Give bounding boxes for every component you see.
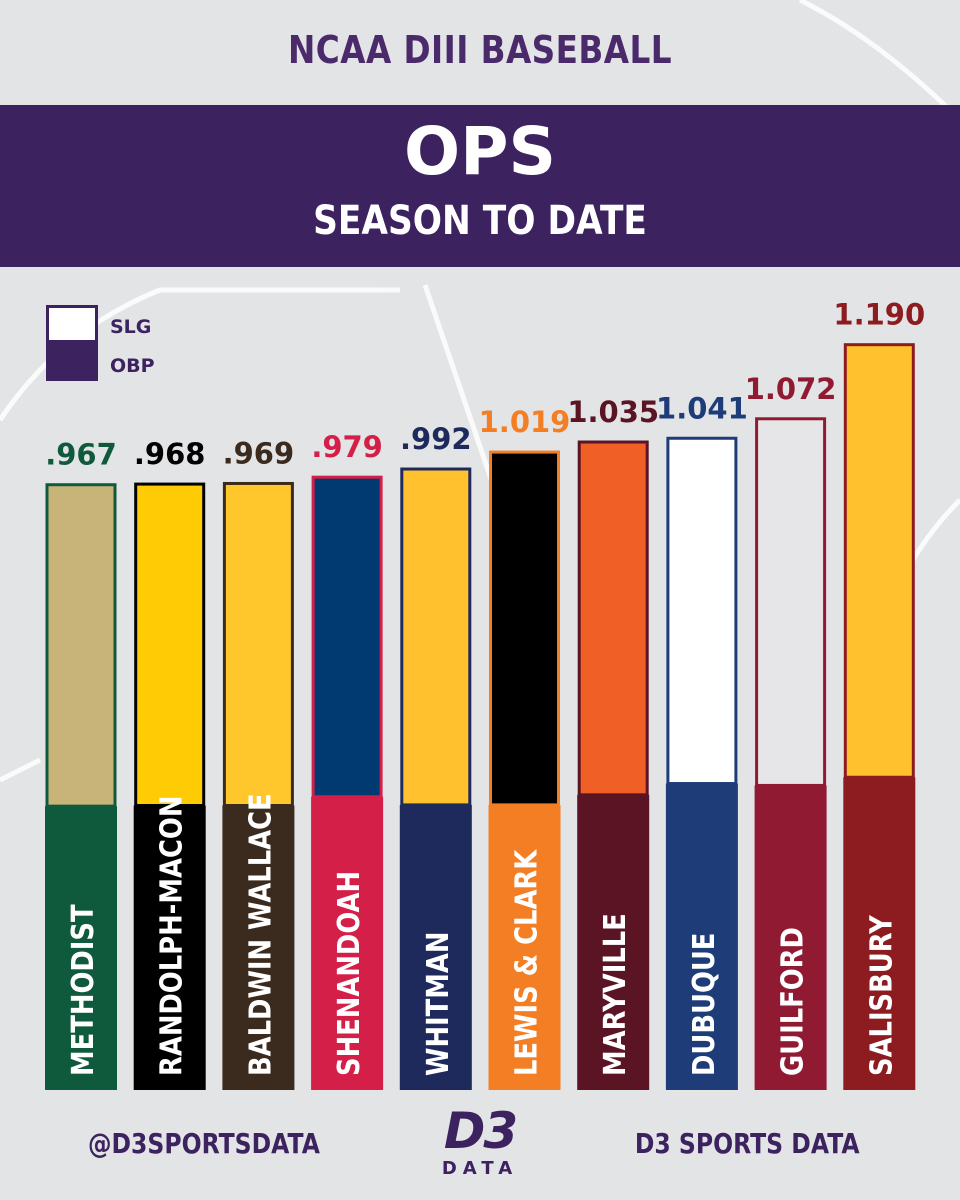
bar-slg <box>400 467 472 807</box>
bar-group: RANDOLPH-MACON .968 <box>133 437 206 1090</box>
team-name-label: RANDOLPH-MACON <box>154 796 189 1076</box>
bar-slg <box>666 436 738 786</box>
team-name-label: METHODIST <box>65 904 100 1076</box>
bar-obp <box>843 777 916 1090</box>
bar-value-label: 1.041 <box>656 391 748 425</box>
legend-label-slg: SLG <box>110 316 151 338</box>
legend: SLG OBP <box>46 305 155 381</box>
bar-value-label: 1.190 <box>833 298 925 332</box>
bar-group: WHITMAN .992 <box>399 422 472 1090</box>
bar-value-label: 1.072 <box>745 372 837 406</box>
bar-value-label: 1.019 <box>479 405 571 439</box>
bar-value-label: .968 <box>134 437 206 471</box>
bar-group: SHENANDOAH .979 <box>311 430 384 1090</box>
bar-obp <box>665 783 738 1090</box>
bar-group: BALDWIN WALLACE .969 <box>222 436 295 1090</box>
page-subtitle: SEASON TO DATE <box>313 198 647 244</box>
bar-obp <box>399 804 472 1090</box>
bar-value-label: 1.035 <box>567 395 659 429</box>
bar-obp <box>488 804 561 1090</box>
team-name-label: WHITMAN <box>420 932 455 1076</box>
team-name-label: SHENANDOAH <box>331 871 366 1076</box>
bar-value-label: .967 <box>45 438 117 472</box>
bar-obp <box>133 805 206 1090</box>
bar-group: GUILFORD 1.072 <box>745 372 837 1090</box>
bar-obp <box>577 794 650 1090</box>
bar-value-label: .979 <box>311 430 383 464</box>
page-title: OPS <box>403 113 556 190</box>
footer-handle: @D3SPORTSDATA <box>88 1127 320 1160</box>
bar-slg <box>45 483 117 808</box>
team-name-label: DUBUQUE <box>686 933 721 1076</box>
bar-group: METHODIST .967 <box>45 438 117 1090</box>
bar-slg <box>489 450 560 807</box>
title-banner: OPS SEASON TO DATE <box>0 105 960 267</box>
team-name-label: MARYVILLE <box>597 913 632 1076</box>
bar-value-label: .992 <box>400 422 472 456</box>
bar-obp <box>311 796 384 1090</box>
top-title: NCAA DIII BASEBALL <box>288 28 672 72</box>
team-name-label: SALISBURY <box>863 914 898 1076</box>
logo-main-text: D3 <box>443 1102 518 1160</box>
footer-brand: D3 SPORTS DATA <box>635 1127 860 1160</box>
bar-obp <box>45 806 117 1090</box>
bar-slg <box>577 440 649 797</box>
bar-group: LEWIS & CLARK 1.019 <box>479 405 571 1090</box>
legend-label-obp: OBP <box>110 355 155 377</box>
d3-data-logo: D3 DATA <box>426 1102 534 1184</box>
team-name-label: GUILFORD <box>775 927 810 1076</box>
logo-sub-text: DATA <box>441 1158 519 1179</box>
bar-slg <box>311 475 383 799</box>
bar-group: SALISBURY 1.190 <box>833 298 925 1090</box>
bar-value-label: .969 <box>223 436 295 470</box>
bar-slg <box>843 343 915 779</box>
team-name-label: BALDWIN WALLACE <box>243 793 278 1076</box>
bar-obp <box>754 785 827 1090</box>
bar-slg <box>755 417 827 787</box>
team-name-label: LEWIS & CLARK <box>509 848 544 1076</box>
bar-group: MARYVILLE 1.035 <box>567 395 659 1090</box>
bar-slg <box>222 481 294 808</box>
bar-slg <box>134 482 206 808</box>
bar-obp <box>222 805 295 1090</box>
bar-group: DUBUQUE 1.041 <box>656 391 748 1090</box>
legend-swatch-slg <box>49 308 95 340</box>
